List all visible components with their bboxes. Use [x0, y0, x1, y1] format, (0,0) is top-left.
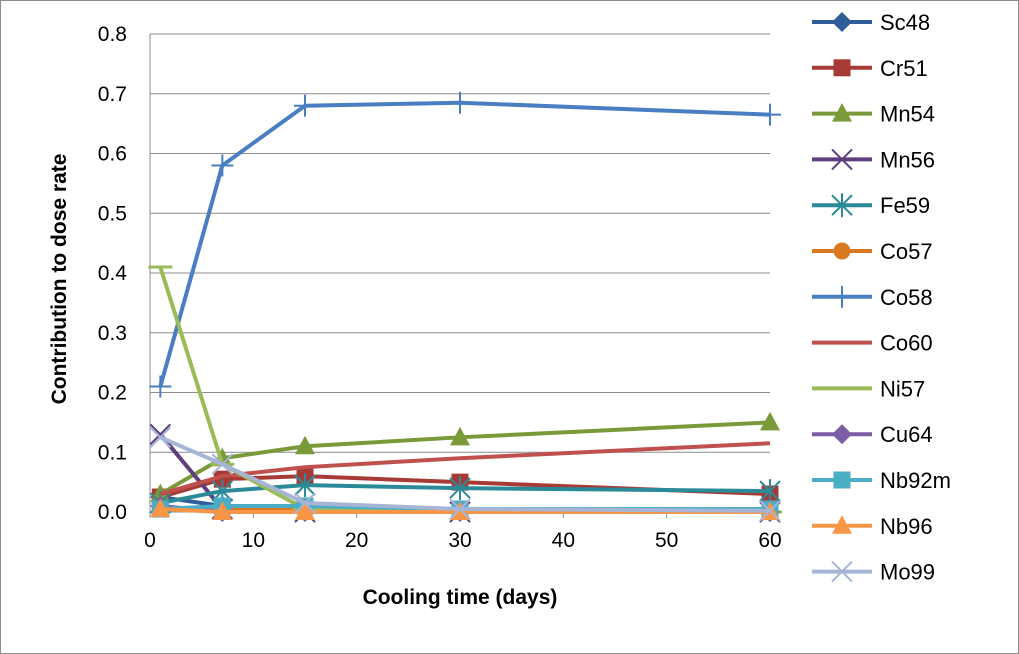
- x-tick-label: 10: [242, 529, 265, 552]
- legend-item-cr51: Cr51: [812, 56, 928, 81]
- y-axis-title: Contribution to dose rate: [48, 154, 71, 405]
- data-point: [149, 375, 172, 398]
- legend-label: Co60: [880, 331, 933, 356]
- data-point: [449, 498, 471, 520]
- data-point: [832, 103, 852, 122]
- data-point: [211, 154, 234, 177]
- data-point: [759, 479, 781, 504]
- data-point: [759, 500, 781, 522]
- data-point: [832, 515, 852, 534]
- y-tick-labels: 0.0 0.1 0.2 0.3 0.4 0.5 0.6 0.7 0.8: [98, 23, 128, 524]
- data-point: [833, 242, 851, 260]
- data-point: [759, 103, 781, 126]
- legend-label: Fe59: [880, 193, 930, 218]
- y-tick-label: 0.5: [98, 202, 127, 225]
- data-point: [294, 94, 316, 117]
- data-point: [831, 148, 853, 171]
- legend-label: Mn54: [880, 102, 935, 127]
- y-tick-label: 0.7: [98, 83, 127, 106]
- legend-label: Co57: [880, 239, 933, 264]
- data-point: [295, 435, 315, 455]
- x-tick-label: 30: [448, 529, 471, 552]
- x-tick-label: 40: [552, 529, 575, 552]
- series-line: [158, 100, 771, 388]
- legend-item-co60: Co60: [812, 331, 933, 356]
- legend-item-ni57: Ni57: [812, 376, 925, 401]
- series-line: [159, 441, 771, 496]
- legend-label: Cr51: [880, 56, 928, 81]
- data-point: [450, 426, 470, 446]
- legend-label: Cu64: [880, 422, 933, 447]
- data-point: [831, 193, 853, 218]
- legend-item-mn56: Mn56: [812, 147, 935, 172]
- legend-label: Mn56: [880, 147, 935, 172]
- legend-item-nb92m: Nb92m: [812, 468, 951, 493]
- y-tick-label: 0.8: [98, 23, 127, 46]
- data-point: [294, 473, 316, 498]
- y-tick-label: 0.6: [98, 143, 127, 166]
- data-point: [449, 91, 471, 114]
- y-tick-label: 0.0: [98, 501, 127, 524]
- legend-item-cu64: Cu64: [812, 422, 933, 447]
- series-mo99: [149, 426, 781, 522]
- data-point: [295, 501, 315, 520]
- data-point: [832, 12, 852, 32]
- data-point: [150, 498, 171, 518]
- data-point: [449, 476, 471, 501]
- data-point: [212, 501, 233, 520]
- data-point: [211, 453, 234, 475]
- x-tick-label: 50: [655, 529, 678, 552]
- legend: Sc48 Cr51 Mn54 Mn56 Fe59 Co57 Co58 Co60 Ni57 Cu64…: [812, 10, 951, 585]
- legend-item-mn54: Mn54: [812, 102, 935, 127]
- series-co60: [159, 441, 771, 496]
- y-tick-label: 0.2: [98, 382, 127, 405]
- y-tick-label: 0.3: [98, 322, 127, 345]
- legend-item-sc48: Sc48: [812, 10, 930, 35]
- legend-label: Sc48: [880, 10, 930, 35]
- series-lines: [148, 91, 782, 523]
- data-point: [831, 285, 853, 308]
- data-point: [760, 411, 780, 431]
- x-tick-label: 0: [144, 529, 156, 552]
- legend-label: Nb96: [880, 514, 933, 539]
- legend-item-mo99: Mo99: [812, 560, 935, 585]
- x-tick-labels: 0 10 20 30 40 50 60: [144, 529, 782, 552]
- legend-label: Nb92m: [880, 468, 951, 493]
- data-point: [831, 560, 853, 583]
- legend-label: Co58: [880, 285, 933, 310]
- data-point: [832, 424, 852, 445]
- legend-item-nb96: Nb96: [812, 514, 933, 539]
- legend-item-co57: Co57: [812, 239, 933, 264]
- legend-label: Ni57: [880, 376, 925, 401]
- data-point: [833, 471, 851, 489]
- legend-label: Mo99: [880, 560, 935, 585]
- x-tick-label: 20: [345, 529, 368, 552]
- legend-item-co58: Co58: [812, 285, 933, 310]
- x-tick-label: 60: [758, 529, 781, 552]
- y-tick-label: 0.1: [98, 441, 127, 464]
- data-point: [294, 492, 316, 514]
- legend-item-fe59: Fe59: [812, 193, 930, 218]
- data-point: [833, 59, 851, 77]
- y-tick-label: 0.4: [98, 262, 128, 285]
- x-axis-title: Cooling time (days): [363, 586, 558, 609]
- data-point: [149, 426, 172, 449]
- series-co58: [149, 91, 781, 398]
